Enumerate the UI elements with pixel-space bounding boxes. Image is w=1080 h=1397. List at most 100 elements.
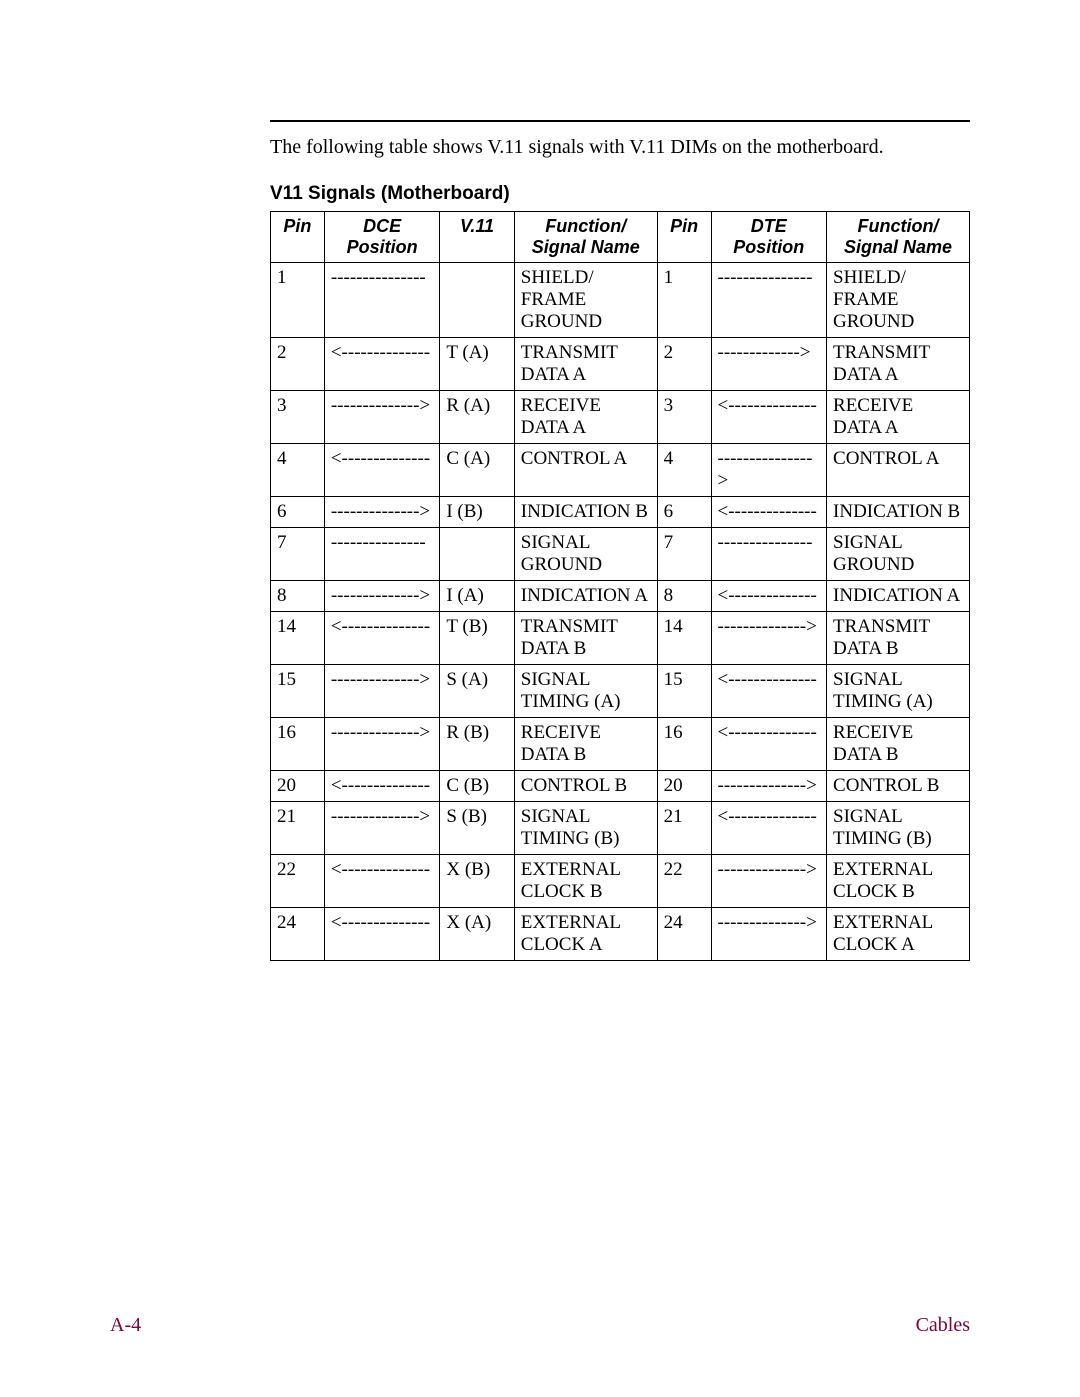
table-cell-dte: --------------- <box>711 528 827 581</box>
table-cell-fn2: CONTROL A <box>827 444 970 497</box>
table-row: 21-------------->S (B)SIGNAL TIMING (B)2… <box>271 802 970 855</box>
th-function2: Function/ Signal Name <box>827 212 970 263</box>
table-cell-pin2: 22 <box>657 855 711 908</box>
table-cell-dce: --------------> <box>324 665 440 718</box>
table-cell-fn1: RECEIVE DATA A <box>514 391 657 444</box>
table-cell-fn2: RECEIVE DATA B <box>827 718 970 771</box>
table-title: V11 Signals (Motherboard) <box>270 183 970 205</box>
table-cell-dte: <-------------- <box>711 802 827 855</box>
table-row: 14<--------------T (B)TRANSMIT DATA B14-… <box>271 612 970 665</box>
table-cell-fn2: INDICATION A <box>827 581 970 612</box>
table-row: 6-------------->I (B)INDICATION B6<-----… <box>271 497 970 528</box>
table-cell-fn1: SHIELD/ FRAME GROUND <box>514 263 657 338</box>
table-cell-v11: I (B) <box>440 497 514 528</box>
table-cell-fn1: INDICATION B <box>514 497 657 528</box>
table-cell-pin1: 22 <box>271 855 325 908</box>
table-cell-pin2: 14 <box>657 612 711 665</box>
table-cell-fn1: CONTROL A <box>514 444 657 497</box>
table-cell-pin2: 4 <box>657 444 711 497</box>
table-row: 22<--------------X (B)EXTERNAL CLOCK B22… <box>271 855 970 908</box>
table-cell-dte: -------------> <box>711 338 827 391</box>
table-cell-dce: --------------> <box>324 581 440 612</box>
table-cell-v11: X (A) <box>440 908 514 961</box>
table-cell-dte: <-------------- <box>711 497 827 528</box>
table-row: 3-------------->R (A)RECEIVE DATA A3<---… <box>271 391 970 444</box>
table-cell-pin2: 21 <box>657 802 711 855</box>
table-row: 15-------------->S (A)SIGNAL TIMING (A)1… <box>271 665 970 718</box>
table-cell-dce: --------------> <box>324 391 440 444</box>
table-cell-pin1: 8 <box>271 581 325 612</box>
table-cell-fn1: TRANSMIT DATA B <box>514 612 657 665</box>
th-pin1: Pin <box>271 212 325 263</box>
table-cell-fn2: RECEIVE DATA A <box>827 391 970 444</box>
table-cell-pin2: 16 <box>657 718 711 771</box>
table-cell-v11: R (B) <box>440 718 514 771</box>
table-cell-dte: --------------> <box>711 908 827 961</box>
table-cell-v11: I (A) <box>440 581 514 612</box>
table-cell-v11: S (A) <box>440 665 514 718</box>
table-cell-fn2: SIGNAL TIMING (A) <box>827 665 970 718</box>
signals-table: Pin DCE Position V.11 Function/ Signal N… <box>270 211 970 961</box>
table-cell-dte: --------------- <box>711 263 827 338</box>
table-cell-fn1: INDICATION A <box>514 581 657 612</box>
table-cell-fn1: RECEIVE DATA B <box>514 718 657 771</box>
table-cell-pin2: 15 <box>657 665 711 718</box>
table-cell-v11: R (A) <box>440 391 514 444</box>
table-cell-dce: --------------- <box>324 528 440 581</box>
table-cell-pin2: 20 <box>657 771 711 802</box>
table-cell-fn1: EXTERNAL CLOCK B <box>514 855 657 908</box>
table-cell-pin1: 24 <box>271 908 325 961</box>
table-cell-v11: T (A) <box>440 338 514 391</box>
table-row: 1---------------SHIELD/ FRAME GROUND1---… <box>271 263 970 338</box>
table-cell-fn1: TRANSMIT DATA A <box>514 338 657 391</box>
table-cell-dce: <-------------- <box>324 444 440 497</box>
table-cell-pin2: 3 <box>657 391 711 444</box>
table-row: 16-------------->R (B)RECEIVE DATA B16<-… <box>271 718 970 771</box>
th-pin2: Pin <box>657 212 711 263</box>
table-cell-pin1: 3 <box>271 391 325 444</box>
table-cell-pin2: 7 <box>657 528 711 581</box>
table-row: 24<--------------X (A)EXTERNAL CLOCK A24… <box>271 908 970 961</box>
table-row: 20<--------------C (B)CONTROL B20-------… <box>271 771 970 802</box>
table-cell-pin1: 15 <box>271 665 325 718</box>
table-cell-dte: <-------------- <box>711 718 827 771</box>
table-cell-fn2: EXTERNAL CLOCK B <box>827 855 970 908</box>
table-cell-v11: C (A) <box>440 444 514 497</box>
th-v11: V.11 <box>440 212 514 263</box>
th-dce-position: DCE Position <box>324 212 440 263</box>
table-cell-fn2: INDICATION B <box>827 497 970 528</box>
table-cell-v11: S (B) <box>440 802 514 855</box>
table-cell-dte: <-------------- <box>711 581 827 612</box>
table-cell-fn2: SIGNAL GROUND <box>827 528 970 581</box>
table-cell-dce: --------------> <box>324 718 440 771</box>
intro-text: The following table shows V.11 signals w… <box>270 136 970 159</box>
th-dte-position: DTE Position <box>711 212 827 263</box>
table-cell-pin1: 21 <box>271 802 325 855</box>
table-cell-pin2: 24 <box>657 908 711 961</box>
table-cell-pin1: 16 <box>271 718 325 771</box>
footer-section: Cables <box>916 1314 970 1337</box>
table-cell-pin2: 1 <box>657 263 711 338</box>
table-cell-pin2: 8 <box>657 581 711 612</box>
table-cell-fn2: SIGNAL TIMING (B) <box>827 802 970 855</box>
footer-page-number: A-4 <box>110 1314 141 1337</box>
table-cell-fn2: TRANSMIT DATA A <box>827 338 970 391</box>
table-cell-v11: C (B) <box>440 771 514 802</box>
table-cell-dte: --------------> <box>711 855 827 908</box>
table-cell-dte: <-------------- <box>711 391 827 444</box>
th-function1: Function/ Signal Name <box>514 212 657 263</box>
table-cell-fn2: CONTROL B <box>827 771 970 802</box>
table-cell-fn2: TRANSMIT DATA B <box>827 612 970 665</box>
table-cell-pin2: 2 <box>657 338 711 391</box>
table-cell-fn1: SIGNAL GROUND <box>514 528 657 581</box>
table-cell-v11: X (B) <box>440 855 514 908</box>
table-cell-pin1: 2 <box>271 338 325 391</box>
table-cell-fn2: EXTERNAL CLOCK A <box>827 908 970 961</box>
table-cell-fn2: SHIELD/ FRAME GROUND <box>827 263 970 338</box>
table-cell-fn1: SIGNAL TIMING (B) <box>514 802 657 855</box>
table-header: Pin DCE Position V.11 Function/ Signal N… <box>271 212 970 263</box>
table-row: 7---------------SIGNAL GROUND7----------… <box>271 528 970 581</box>
table-cell-dce: <-------------- <box>324 771 440 802</box>
table-cell-dte: <-------------- <box>711 665 827 718</box>
table-body: 1---------------SHIELD/ FRAME GROUND1---… <box>271 263 970 961</box>
